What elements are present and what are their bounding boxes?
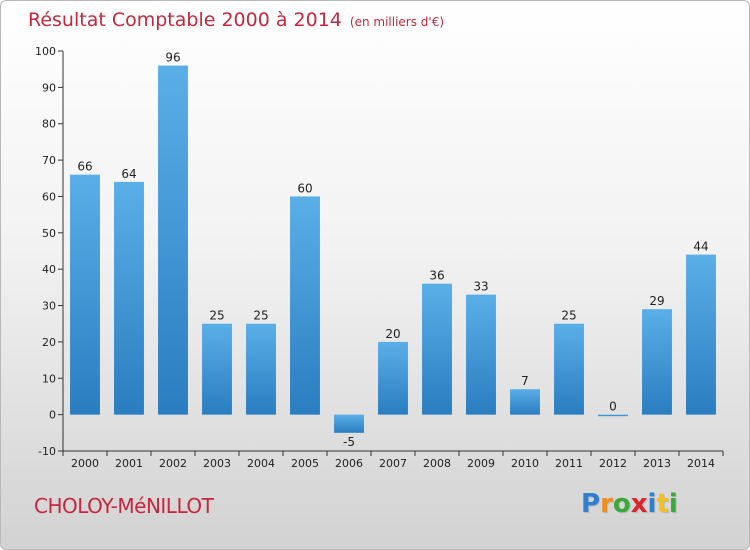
y-tick-label: 30 bbox=[42, 300, 56, 313]
municipality-name: CHOLOY-MéNILLOT bbox=[34, 494, 214, 518]
x-tick-label: 2001 bbox=[115, 457, 143, 470]
chart-title-text: Résultat Comptable 2000 à 2014 bbox=[28, 9, 342, 31]
data-label-2012: 0 bbox=[609, 400, 617, 414]
y-tick-label: 90 bbox=[42, 81, 56, 94]
data-label-2013: 29 bbox=[649, 294, 664, 308]
x-tick-label: 2005 bbox=[291, 457, 319, 470]
y-tick-label: 40 bbox=[42, 263, 56, 276]
logo-letter: o bbox=[612, 489, 631, 519]
logo-letter: r bbox=[600, 489, 613, 519]
y-tick-label: 70 bbox=[42, 154, 56, 167]
data-label-2000: 66 bbox=[77, 160, 92, 174]
data-label-2007: 20 bbox=[385, 327, 400, 341]
data-label-2005: 60 bbox=[297, 181, 312, 195]
logo-letter: x bbox=[630, 489, 648, 519]
y-tick-label: 60 bbox=[42, 190, 56, 203]
x-tick-label: 2008 bbox=[423, 457, 451, 470]
x-tick-label: 2012 bbox=[599, 457, 627, 470]
logo-letter: i bbox=[647, 489, 657, 519]
bar-2003 bbox=[202, 323, 232, 415]
logo-letter: i bbox=[668, 489, 678, 519]
x-tick-label: 2010 bbox=[511, 457, 539, 470]
chart-bars bbox=[70, 65, 716, 433]
chart-data-labels: 66 64 96 25 25 60 -5 20 36 33 7 25 0 29 44 bbox=[77, 51, 708, 449]
bar-2000 bbox=[70, 174, 100, 415]
x-tick-label: 2000 bbox=[71, 457, 99, 470]
bar-2009 bbox=[466, 294, 496, 415]
data-label-2010: 7 bbox=[521, 374, 529, 388]
bar-2007 bbox=[378, 341, 408, 415]
data-label-2001: 64 bbox=[121, 167, 136, 181]
bar-2013 bbox=[642, 309, 672, 415]
y-tick-label: 80 bbox=[42, 118, 56, 131]
x-tick-label: 2013 bbox=[643, 457, 671, 470]
bar-2002 bbox=[158, 65, 188, 415]
data-label-2003: 25 bbox=[209, 309, 224, 323]
bar-2004 bbox=[246, 323, 276, 415]
x-tick-label: 2007 bbox=[379, 457, 407, 470]
x-tick-label: 2009 bbox=[467, 457, 495, 470]
bar-2014 bbox=[686, 254, 716, 415]
bar-2012 bbox=[598, 414, 628, 417]
y-tick-label: 0 bbox=[49, 409, 56, 422]
bar-2006 bbox=[334, 414, 364, 433]
y-tick-label: 10 bbox=[42, 372, 56, 385]
x-tick-label: 2011 bbox=[555, 457, 583, 470]
x-tick-label: 2004 bbox=[247, 457, 275, 470]
x-tick-label: 2003 bbox=[203, 457, 231, 470]
x-tick-label: 2014 bbox=[687, 457, 715, 470]
data-label-2011: 25 bbox=[561, 309, 576, 323]
y-tick-label: -10 bbox=[38, 445, 56, 458]
data-label-2002: 96 bbox=[165, 51, 180, 65]
bar-2005 bbox=[290, 196, 320, 415]
chart-subtitle: (en milliers d'€) bbox=[349, 15, 445, 29]
data-label-2009: 33 bbox=[473, 280, 488, 294]
y-tick-label: 50 bbox=[42, 227, 56, 240]
data-label-2014: 44 bbox=[693, 240, 708, 254]
chart-title: Résultat Comptable 2000 à 2014 (en millie… bbox=[28, 9, 444, 31]
data-label-2004: 25 bbox=[253, 309, 268, 323]
bar-2001 bbox=[114, 181, 144, 415]
data-label-2006: -5 bbox=[343, 435, 355, 449]
logo-letter: t bbox=[656, 489, 669, 519]
y-tick-label: 100 bbox=[35, 45, 56, 58]
x-tick-label: 2006 bbox=[335, 457, 363, 470]
x-tick-label: 2002 bbox=[159, 457, 187, 470]
logo-letter: P bbox=[581, 489, 601, 519]
y-tick-label: 20 bbox=[42, 336, 56, 349]
data-label-2008: 36 bbox=[429, 269, 444, 283]
bar-2011 bbox=[554, 323, 584, 415]
bar-2010 bbox=[510, 389, 540, 415]
bar-2008 bbox=[422, 283, 452, 415]
proxiti-logo[interactable]: Proxiti bbox=[581, 489, 678, 519]
